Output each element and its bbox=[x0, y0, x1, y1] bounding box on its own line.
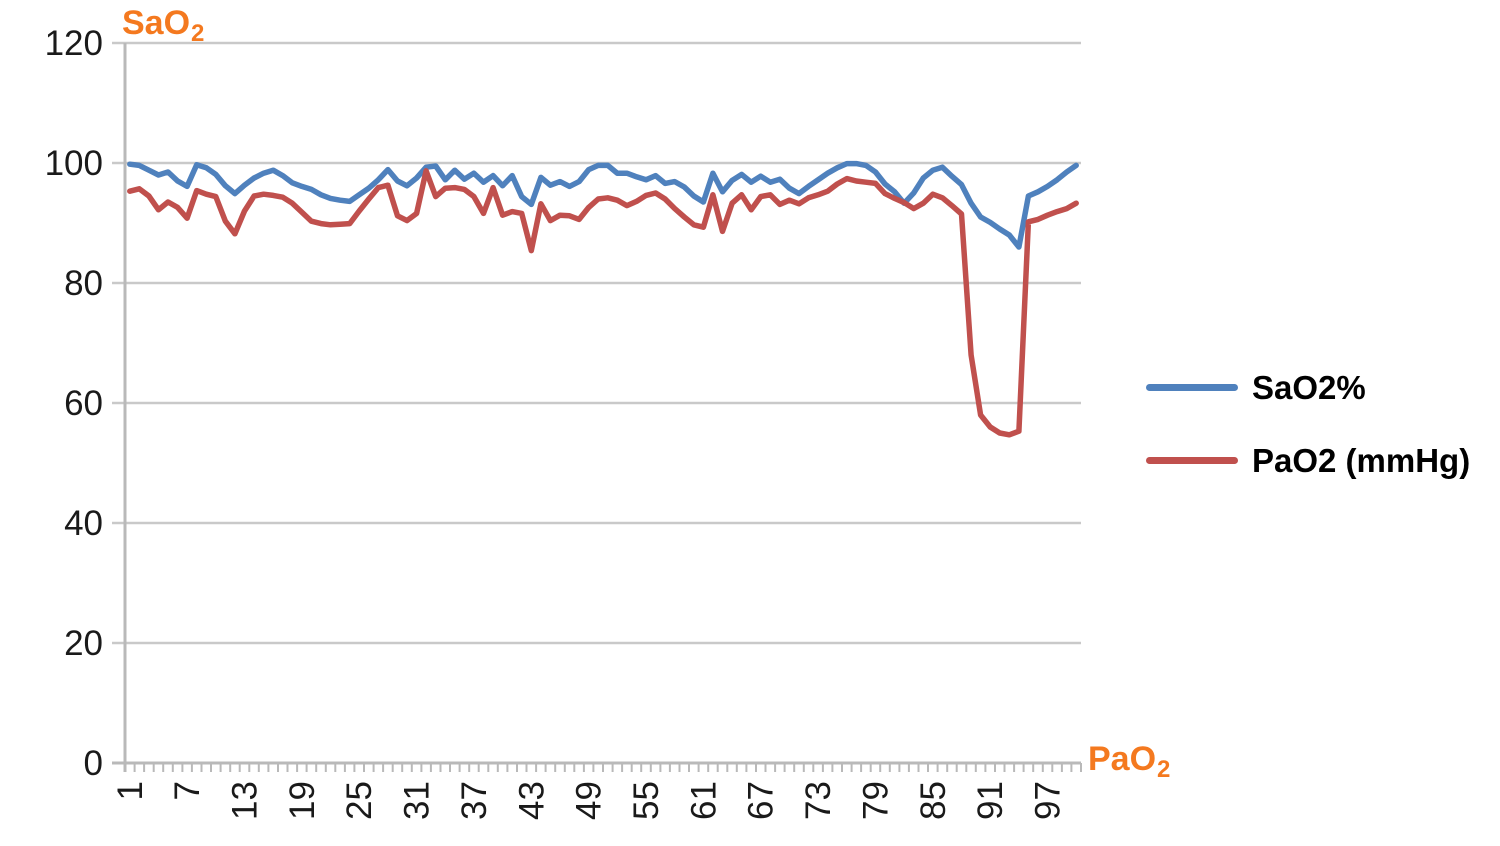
sao2-line bbox=[127, 160, 1079, 250]
legend-item-sao2: SaO2% bbox=[1146, 366, 1470, 408]
legend: SaO2% PaO2 (mmHg) bbox=[1146, 366, 1470, 481]
y-tick-label-60: 60 bbox=[64, 384, 103, 423]
y-tick-label-40: 40 bbox=[64, 504, 103, 543]
x-tick-label-91: 91 bbox=[971, 781, 1010, 820]
x-tick-label-13: 13 bbox=[226, 781, 265, 820]
x-tick-label-7: 7 bbox=[168, 781, 207, 800]
y-axis-title-text: SaO bbox=[122, 4, 191, 42]
pao2-line bbox=[127, 168, 1079, 438]
x-tick-label-1: 1 bbox=[111, 781, 150, 800]
x-tick-label-37: 37 bbox=[455, 781, 494, 820]
legend-swatch-sao2-line bbox=[1146, 383, 1238, 391]
legend-label-sao2: SaO2% bbox=[1252, 368, 1366, 406]
x-tick-label-25: 25 bbox=[340, 781, 379, 820]
y-axis-title-subscript: 2 bbox=[191, 20, 205, 47]
x-axis-title: PaO2 bbox=[1088, 740, 1170, 782]
y-tick-label-80: 80 bbox=[64, 264, 103, 303]
y-tick-label-120: 120 bbox=[45, 24, 103, 63]
legend-label-pao2: PaO2 (mmHg) bbox=[1252, 441, 1471, 479]
x-tick-label-19: 19 bbox=[283, 781, 322, 820]
x-axis-title-text: PaO bbox=[1088, 740, 1157, 778]
y-axis-title: SaO2 bbox=[122, 4, 204, 46]
x-tick-label-79: 79 bbox=[857, 781, 896, 820]
x-tick-label-73: 73 bbox=[799, 781, 838, 820]
x-tick-label-31: 31 bbox=[398, 781, 437, 820]
y-tick-label-0: 0 bbox=[84, 744, 103, 783]
x-tick-label-49: 49 bbox=[570, 781, 609, 820]
x-tick-label-43: 43 bbox=[512, 781, 551, 820]
x-tick-label-97: 97 bbox=[1029, 781, 1068, 820]
x-tick-label-61: 61 bbox=[684, 781, 723, 820]
x-tick-label-85: 85 bbox=[914, 781, 953, 820]
x-tick-label-67: 67 bbox=[742, 781, 781, 820]
y-tick-label-20: 20 bbox=[64, 624, 103, 663]
x-axis-title-subscript: 2 bbox=[1157, 756, 1171, 783]
legend-swatch-pao2-line bbox=[1146, 456, 1238, 464]
x-tick-label-55: 55 bbox=[627, 781, 666, 820]
y-tick-label-100: 100 bbox=[45, 144, 103, 183]
legend-item-pao2: PaO2 (mmHg) bbox=[1146, 439, 1470, 481]
